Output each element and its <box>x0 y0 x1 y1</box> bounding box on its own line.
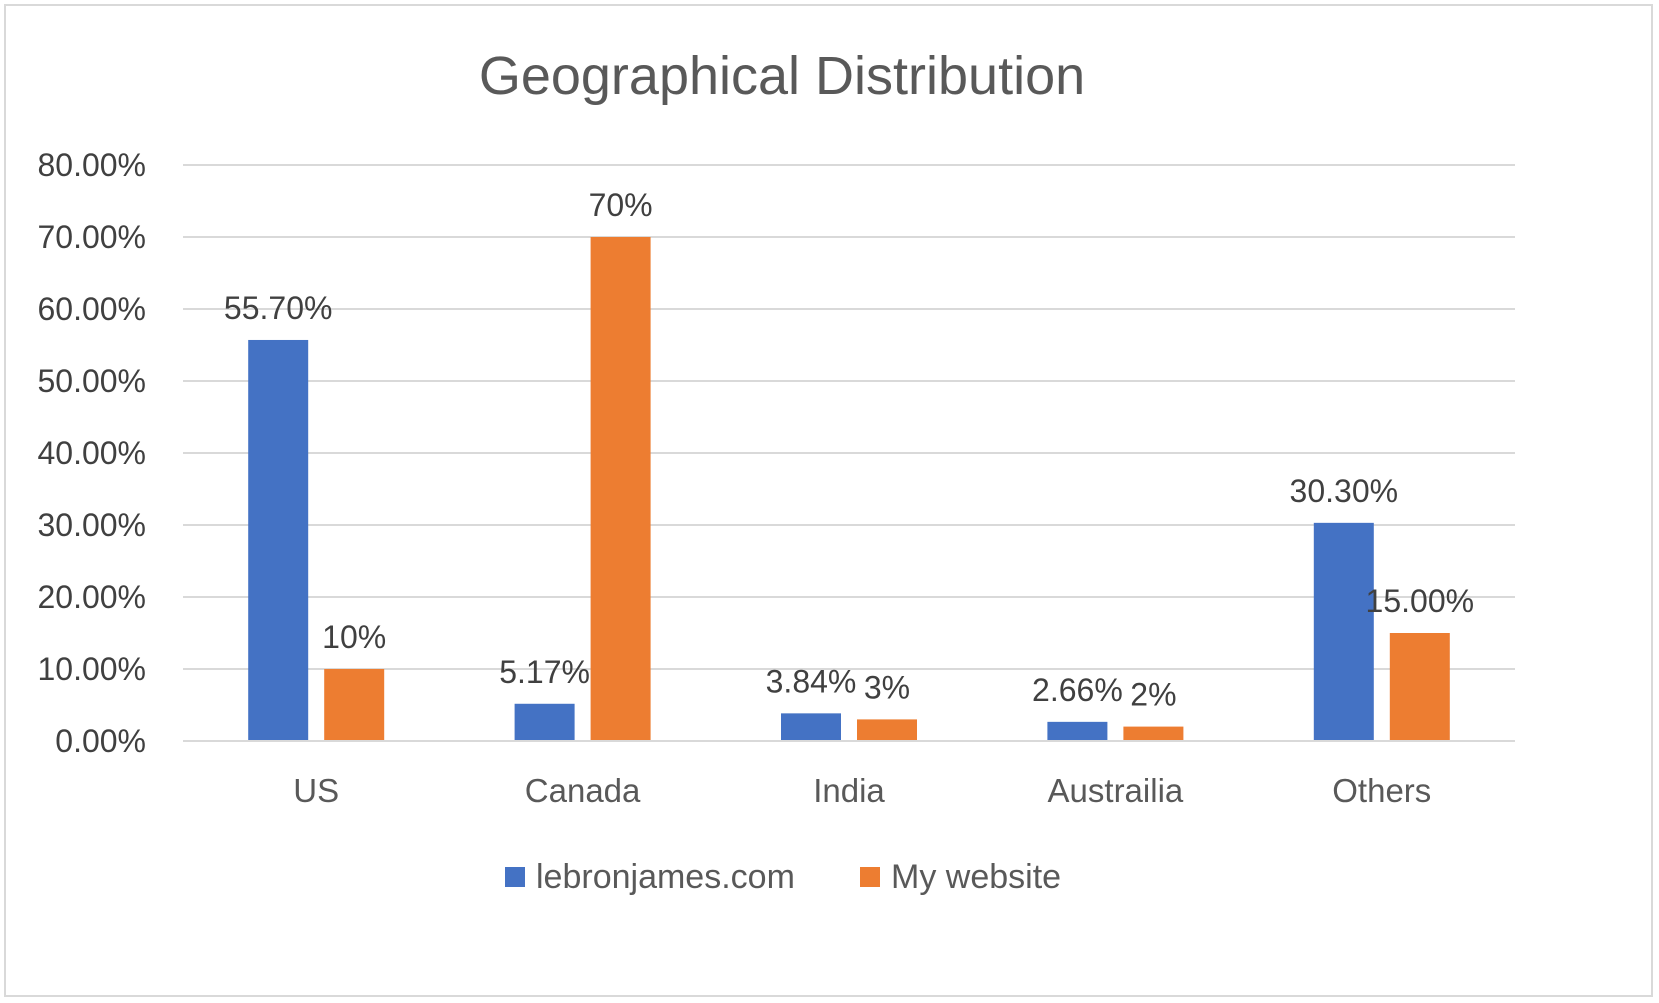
data-label: 30.30% <box>1290 473 1399 509</box>
bar-others-series-2 <box>1389 633 1450 741</box>
bar-us-series-1 <box>248 339 309 741</box>
bars <box>248 237 1450 741</box>
x-tick-label: Others <box>1332 772 1431 809</box>
y-tick-label: 70.00% <box>37 219 146 255</box>
bar-canada-series-1 <box>514 703 575 741</box>
bar-austrailia-series-1 <box>1047 721 1108 741</box>
y-tick-label: 0.00% <box>55 723 146 759</box>
data-label: 2% <box>1130 677 1176 713</box>
data-label: 2.66% <box>1032 672 1123 708</box>
data-label: 10% <box>322 619 386 655</box>
bar-us-series-2 <box>324 669 385 741</box>
gridlines <box>183 164 1515 670</box>
legend-label: My website <box>891 858 1061 896</box>
bar-india-series-2 <box>857 719 917 741</box>
y-axis-tick-labels: 0.00% 10.00% 20.00% 30.00% 40.00% 50.00% 60.00… <box>37 147 146 759</box>
x-tick-label: Austrailia <box>1048 772 1184 809</box>
bar-canada-series-2 <box>590 237 651 741</box>
chart-title: Geographical Distribution <box>479 46 1085 106</box>
bar-india-series-1 <box>781 713 841 741</box>
y-tick-label: 20.00% <box>37 579 146 615</box>
x-tick-label: India <box>813 772 885 809</box>
data-label: 3% <box>864 669 910 705</box>
y-tick-label: 10.00% <box>37 651 146 687</box>
data-label: 5.17% <box>499 654 590 690</box>
y-tick-label: 60.00% <box>37 291 146 327</box>
y-tick-label: 30.00% <box>37 507 146 543</box>
x-tick-label: US <box>293 772 339 809</box>
bar-austrailia-series-2 <box>1123 726 1184 741</box>
data-label: 70% <box>589 187 653 223</box>
data-label: 55.70% <box>224 290 333 326</box>
y-tick-label: 80.00% <box>37 147 146 183</box>
legend: lebronjames.com My website <box>505 858 1061 896</box>
y-tick-label: 40.00% <box>37 435 146 471</box>
data-label: 15.00% <box>1366 583 1475 619</box>
legend-label: lebronjames.com <box>536 858 795 896</box>
x-axis-tick-labels: US Canada India Austrailia Others <box>293 772 1431 809</box>
x-tick-label: Canada <box>525 772 641 809</box>
legend-swatch <box>860 867 880 887</box>
y-tick-label: 50.00% <box>37 363 146 399</box>
legend-swatch <box>505 867 525 887</box>
data-labels: 55.70% 10% 5.17% 70% 3.84% 3% 2.66% 2% 30.30% 15.… <box>224 187 1474 713</box>
bar-others-series-1 <box>1313 522 1374 741</box>
data-label: 3.84% <box>766 663 857 699</box>
